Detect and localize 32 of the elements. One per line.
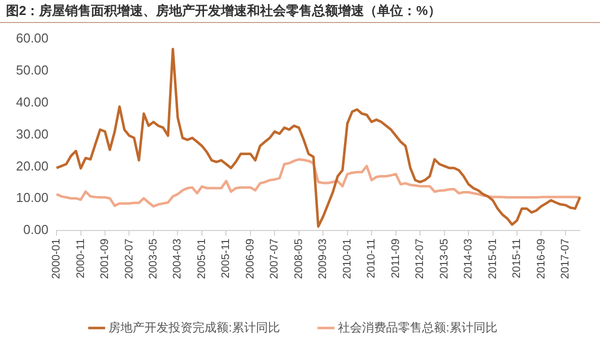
- y-tick-label: 30.00: [16, 126, 49, 142]
- legend-label: 房地产开发投资完成额:累计同比: [108, 320, 280, 334]
- y-tick-label: 60.00: [16, 30, 49, 46]
- y-tick-label: 50.00: [16, 62, 49, 78]
- x-tick-label: 2002-07: [123, 238, 136, 280]
- legend-label: 社会消费品零售总额:累计同比: [338, 320, 498, 334]
- x-tick-label: 2000-01: [50, 238, 63, 280]
- y-tick-label: 0.00: [23, 222, 49, 238]
- x-tick-label: 2001-09: [99, 238, 112, 280]
- x-tick-label: 2015-11: [511, 238, 524, 278]
- x-tick-label: 2005-11: [220, 238, 232, 278]
- x-tick-label: 2011-09: [390, 238, 402, 278]
- x-tick-label: 2013-05: [438, 238, 450, 280]
- chart-title: 图2：房屋销售面积增速、房地产开发增速和社会零售总额增速（单位：%）: [0, 0, 600, 23]
- x-tick-label: 2006-09: [244, 238, 256, 280]
- x-tick-label: 2003-05: [148, 238, 160, 280]
- x-tick-label: 2004-03: [172, 238, 184, 280]
- y-tick-label: 10.00: [16, 190, 49, 206]
- x-tick-label: 2005-01: [196, 238, 208, 280]
- x-tick-label: 2009-03: [317, 238, 330, 280]
- x-tick-label: 2008-05: [292, 238, 305, 280]
- x-tick-label: 2007-07: [268, 238, 281, 280]
- y-tick-label: 20.00: [16, 158, 49, 174]
- x-tick-label: 2017-07: [559, 238, 572, 280]
- y-tick-label: 40.00: [16, 94, 49, 110]
- x-tick-label: 2014-03: [462, 238, 475, 280]
- x-tick-label: 2015-01: [486, 238, 499, 280]
- x-tick-label: 2016-09: [535, 238, 548, 280]
- x-tick-label: 2010-01: [341, 238, 354, 280]
- x-tick-label: 2010-11: [366, 238, 378, 278]
- x-tick-label: 2000-11: [74, 238, 87, 278]
- x-tick-label: 2012-07: [414, 238, 426, 280]
